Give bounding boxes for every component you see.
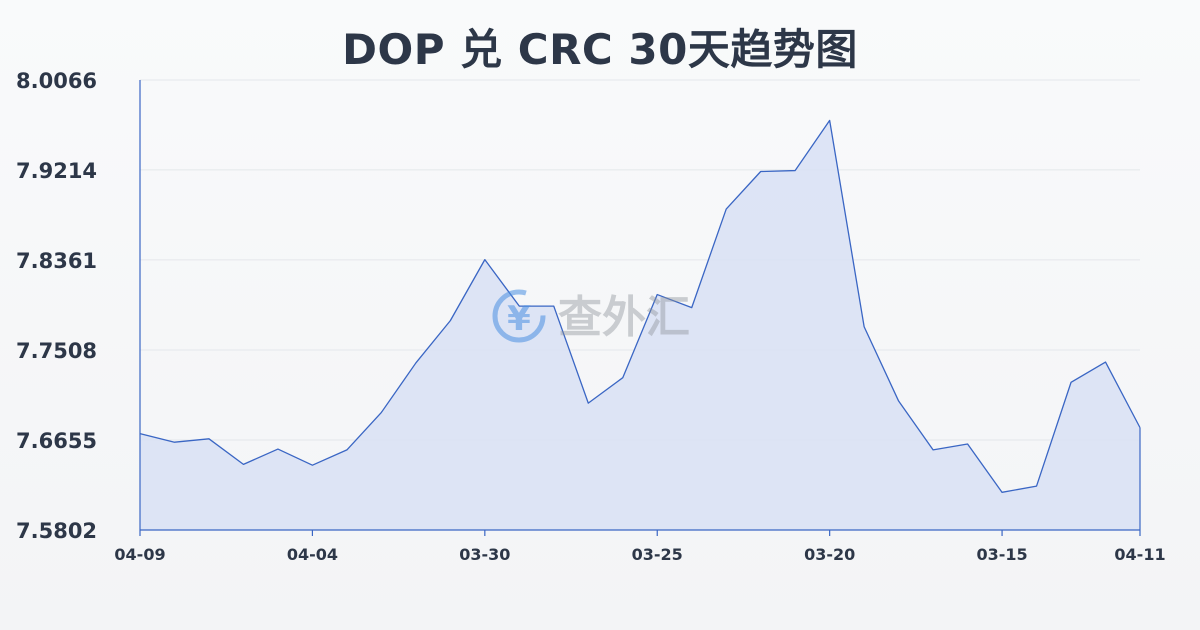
area-fill (140, 120, 1140, 531)
x-tick-label: 03-30 (459, 545, 510, 564)
x-tick-label: 04-09 (114, 545, 165, 564)
y-tick-label: 7.6655 (16, 429, 97, 453)
y-axis-labels: 8.0066 7.9214 7.8361 7.7508 7.6655 7.5802 (16, 69, 97, 543)
y-tick-label: 7.8361 (16, 249, 97, 273)
chart-title: DOP 兑 CRC 30天趋势图 (342, 25, 858, 74)
series-line (139, 119, 1141, 493)
y-tick-label: 8.0066 (16, 69, 97, 93)
watermark: ¥ 查外汇 (492, 289, 690, 343)
x-axis (139, 80, 1141, 531)
svg-text:¥: ¥ (507, 299, 531, 339)
y-tick-label: 7.5802 (16, 519, 97, 543)
x-tick-label: 03-15 (976, 545, 1027, 564)
y-tick-label: 7.7508 (16, 339, 97, 363)
x-tick-label: 03-20 (804, 545, 855, 564)
x-tick-label: 03-25 (632, 545, 683, 564)
x-tick-label: 04-11 (1114, 545, 1165, 564)
watermark-text: 查外汇 (558, 292, 690, 343)
x-tick-label: 04-04 (287, 545, 338, 564)
y-tick-label: 7.9214 (16, 159, 97, 183)
x-axis-labels: 04-09 04-04 03-30 03-25 03-20 03-15 04-11 (114, 530, 1166, 564)
yen-exchange-icon: ¥ (492, 289, 546, 343)
